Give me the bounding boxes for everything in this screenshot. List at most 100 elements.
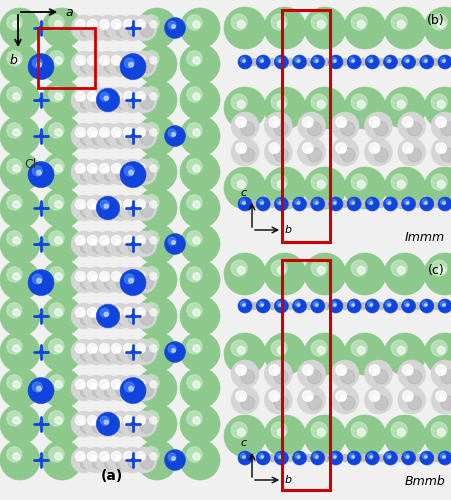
Circle shape bbox=[87, 236, 97, 246]
Circle shape bbox=[357, 20, 364, 28]
Circle shape bbox=[99, 344, 109, 353]
Circle shape bbox=[128, 420, 132, 424]
Circle shape bbox=[235, 117, 246, 128]
Circle shape bbox=[103, 60, 108, 64]
Circle shape bbox=[439, 396, 444, 400]
Circle shape bbox=[313, 454, 318, 458]
Circle shape bbox=[387, 304, 390, 306]
Circle shape bbox=[49, 267, 64, 282]
Circle shape bbox=[276, 454, 281, 458]
Circle shape bbox=[359, 58, 366, 66]
Circle shape bbox=[421, 454, 427, 458]
Circle shape bbox=[423, 202, 426, 204]
Circle shape bbox=[395, 200, 403, 208]
Circle shape bbox=[430, 112, 451, 140]
Circle shape bbox=[99, 164, 109, 173]
Circle shape bbox=[277, 266, 285, 274]
Circle shape bbox=[131, 206, 134, 210]
Circle shape bbox=[230, 14, 247, 30]
Circle shape bbox=[419, 451, 433, 465]
Circle shape bbox=[123, 344, 133, 353]
Circle shape bbox=[75, 92, 85, 102]
Circle shape bbox=[186, 159, 202, 174]
Circle shape bbox=[431, 58, 439, 66]
Circle shape bbox=[369, 304, 372, 306]
Circle shape bbox=[263, 253, 305, 295]
Circle shape bbox=[357, 428, 364, 436]
Circle shape bbox=[131, 447, 156, 473]
Circle shape bbox=[111, 92, 121, 102]
Circle shape bbox=[330, 112, 358, 140]
Circle shape bbox=[385, 200, 390, 204]
Circle shape bbox=[103, 204, 108, 208]
Circle shape bbox=[116, 204, 129, 217]
Circle shape bbox=[28, 162, 54, 188]
Circle shape bbox=[116, 24, 129, 37]
Circle shape bbox=[439, 200, 445, 204]
Circle shape bbox=[115, 204, 120, 208]
Circle shape bbox=[75, 236, 85, 246]
Circle shape bbox=[92, 168, 96, 172]
Circle shape bbox=[39, 422, 43, 426]
Circle shape bbox=[128, 384, 141, 397]
Circle shape bbox=[137, 332, 177, 372]
Circle shape bbox=[268, 454, 276, 462]
Circle shape bbox=[240, 58, 245, 62]
Circle shape bbox=[310, 55, 324, 69]
Circle shape bbox=[242, 456, 244, 458]
Circle shape bbox=[135, 380, 145, 390]
Circle shape bbox=[430, 138, 451, 166]
Circle shape bbox=[107, 123, 133, 149]
Circle shape bbox=[273, 396, 278, 400]
Circle shape bbox=[364, 451, 378, 465]
Circle shape bbox=[32, 166, 42, 176]
Circle shape bbox=[92, 24, 105, 37]
Circle shape bbox=[104, 96, 108, 100]
Circle shape bbox=[83, 339, 109, 365]
Circle shape bbox=[304, 415, 345, 457]
Circle shape bbox=[7, 123, 22, 138]
Circle shape bbox=[99, 416, 109, 426]
Circle shape bbox=[383, 415, 425, 457]
Circle shape bbox=[230, 174, 247, 190]
Circle shape bbox=[80, 204, 93, 217]
Circle shape bbox=[369, 456, 372, 458]
Circle shape bbox=[55, 417, 62, 424]
Circle shape bbox=[328, 55, 342, 69]
Circle shape bbox=[13, 309, 20, 316]
Circle shape bbox=[115, 96, 120, 100]
Circle shape bbox=[317, 20, 324, 28]
Circle shape bbox=[140, 24, 153, 37]
Circle shape bbox=[390, 14, 406, 30]
Text: Cl: Cl bbox=[24, 158, 36, 172]
Text: b: b bbox=[9, 54, 17, 67]
Circle shape bbox=[224, 333, 265, 375]
Circle shape bbox=[123, 164, 133, 173]
Circle shape bbox=[357, 346, 364, 354]
Circle shape bbox=[137, 80, 177, 120]
Circle shape bbox=[294, 200, 299, 204]
Circle shape bbox=[135, 272, 145, 281]
Circle shape bbox=[116, 276, 129, 289]
Circle shape bbox=[55, 237, 62, 244]
Circle shape bbox=[235, 365, 246, 376]
Text: b: b bbox=[285, 225, 291, 235]
Circle shape bbox=[131, 375, 156, 401]
Circle shape bbox=[79, 204, 84, 208]
Circle shape bbox=[260, 60, 263, 62]
Circle shape bbox=[92, 132, 105, 145]
Circle shape bbox=[276, 302, 281, 306]
Circle shape bbox=[373, 148, 387, 162]
Circle shape bbox=[139, 204, 144, 208]
Circle shape bbox=[419, 55, 433, 69]
Circle shape bbox=[437, 55, 451, 69]
Circle shape bbox=[92, 384, 96, 388]
Circle shape bbox=[100, 416, 109, 425]
Circle shape bbox=[224, 7, 265, 49]
Circle shape bbox=[0, 224, 40, 264]
Circle shape bbox=[131, 87, 156, 113]
Circle shape bbox=[42, 440, 82, 480]
Circle shape bbox=[149, 309, 156, 316]
Circle shape bbox=[179, 8, 220, 48]
Circle shape bbox=[333, 304, 336, 306]
